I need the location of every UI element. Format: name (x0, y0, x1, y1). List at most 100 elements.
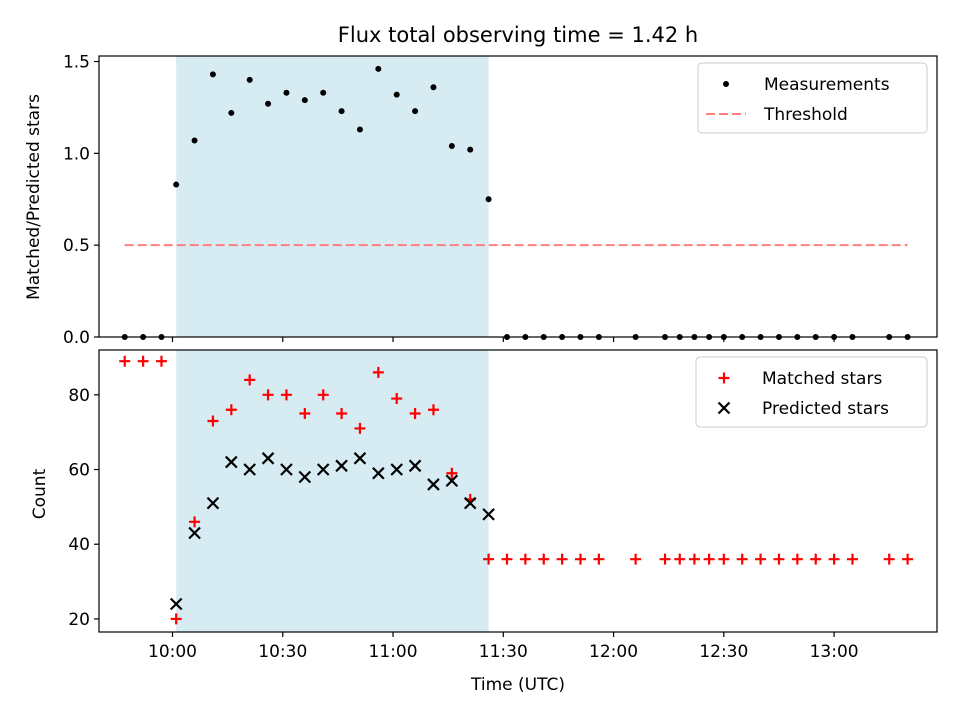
bottom-x-tick-label: 10:30 (258, 642, 307, 662)
top-y-axis-label: Matched/Predicted stars (24, 94, 44, 300)
bottom-series-matched-stars-point (501, 553, 513, 565)
top-legend: Measurements Threshold (697, 62, 928, 134)
bottom-series-matched-stars-point (718, 553, 730, 565)
top-series-measurements-point (301, 97, 308, 104)
bottom-series-matched-stars-point (225, 404, 237, 416)
bottom-series-matched-stars-point (883, 553, 895, 565)
top-y-tick-label: 0.5 (63, 236, 90, 256)
top-legend-label: Measurements (764, 75, 890, 95)
bottom-series-predicted-stars-point (372, 466, 385, 480)
bottom-series-matched-stars-point (688, 553, 700, 565)
top-series-measurements-point (265, 100, 272, 107)
bottom-series-matched-stars-point (427, 404, 439, 416)
bottom-series-matched-stars-point (280, 389, 292, 401)
top-series-measurements-point (375, 65, 382, 72)
bottom-y-tick-label: 40 (68, 535, 90, 555)
bottom-y-tick-label: 20 (68, 610, 90, 630)
bottom-legend-marker (717, 401, 731, 415)
bottom-x-tick-label: 10:00 (148, 642, 197, 662)
bottom-series-matched-stars-point (446, 467, 458, 479)
bottom-series-matched-stars-point (791, 553, 803, 565)
top-legend-marker (723, 81, 729, 87)
top-series-measurements-point (412, 108, 419, 115)
top-legend-box (697, 62, 928, 134)
bottom-series-matched-stars-point (846, 553, 858, 565)
bottom-series-matched-stars-point (207, 415, 219, 427)
top-series-measurements-point (228, 109, 235, 116)
bottom-series-predicted-stars-point (463, 496, 477, 510)
top-y-tick-label: 1.0 (63, 144, 90, 164)
bottom-series-predicted-stars-point (225, 455, 238, 469)
bottom-series-matched-stars-point (299, 407, 311, 419)
top-series-measurements-point (320, 89, 327, 96)
bottom-series-matched-stars-point (519, 553, 531, 565)
bottom-series-matched-stars-point (902, 553, 914, 565)
top-series-measurements-point (356, 126, 363, 133)
bottom-y-tick-label: 60 (68, 461, 90, 481)
bottom-series-matched-stars-point (810, 553, 822, 565)
bottom-series-matched-stars-point (244, 374, 256, 386)
bottom-series-matched-stars-point (336, 407, 348, 419)
bottom-series-matched-stars-point (574, 553, 586, 565)
bottom-legend-label: Predicted stars (762, 399, 889, 419)
bottom-series-matched-stars-point (674, 553, 686, 565)
bottom-series-predicted-stars-point (445, 474, 459, 488)
bottom-series-matched-stars-point (317, 389, 329, 401)
bottom-series-predicted-stars-point (390, 463, 403, 476)
bottom-series-predicted-stars-point (206, 496, 220, 510)
bottom-series-matched-stars-point (262, 389, 274, 401)
top-series-measurements-point (467, 146, 474, 153)
bottom-series-matched-stars-point (630, 553, 642, 565)
bottom-x-tick-label: 12:00 (589, 642, 638, 662)
top-series-measurements-point (430, 84, 437, 91)
bottom-series-matched-stars-point (372, 366, 384, 378)
bottom-x-tick-label: 11:30 (479, 642, 528, 662)
bottom-series-predicted-stars-point (353, 452, 367, 465)
bottom-legend-label: Matched stars (762, 369, 882, 389)
bottom-legend-box (695, 356, 928, 428)
top-series-measurements-point (283, 89, 290, 96)
top-panel: 0.0 0.5 1.0 1.5 Measurements Threshold (63, 53, 938, 348)
bottom-axes-frame (98, 349, 938, 633)
bottom-series-matched-stars-point (736, 553, 748, 565)
bottom-series-matched-stars-point (755, 553, 767, 565)
top-axes-frame (98, 55, 938, 338)
bottom-y-axis-label: Count (30, 468, 50, 519)
bottom-x-tick-label: 11:00 (369, 642, 418, 662)
top-legend-label: Threshold (763, 105, 848, 125)
figure-title: Flux total observing time = 1.42 h (338, 23, 698, 47)
top-series-measurements-point (393, 91, 400, 98)
bottom-panel: 20 40 60 80 10:00 10:30 11:00 11:30 12:00 12:30 13… (68, 349, 938, 662)
bottom-x-tick-label: 13:00 (810, 642, 859, 662)
bottom-series-matched-stars-point (409, 407, 421, 419)
bottom-series-predicted-stars-point (243, 463, 256, 476)
top-y-tick-label: 1.5 (63, 53, 90, 73)
bottom-series-predicted-stars-point (280, 463, 293, 476)
bottom-series-matched-stars-point (391, 393, 403, 405)
bottom-series-predicted-stars-point (298, 470, 312, 484)
top-series-measurements-point (338, 108, 345, 115)
bottom-series-predicted-stars-point (482, 508, 495, 521)
bottom-series-matched-stars-point (354, 422, 366, 434)
bottom-series-predicted-stars-point (188, 526, 201, 540)
bottom-series-predicted-stars-point (335, 459, 348, 473)
bottom-shaded-span (176, 350, 489, 632)
bottom-series-predicted-stars-point (427, 478, 440, 491)
top-series-measurements-point (246, 76, 253, 83)
x-axis-label: Time (UTC) (470, 675, 565, 695)
top-series-measurements-point (191, 137, 198, 144)
top-series-measurements-point (209, 71, 216, 78)
bottom-legend-marker (718, 372, 730, 384)
bottom-series-matched-stars-point (137, 355, 149, 367)
bottom-series-matched-stars-point (483, 553, 495, 565)
bottom-series-matched-stars-point (703, 553, 715, 565)
bottom-series-matched-stars-point (189, 516, 201, 528)
bottom-x-tick-label: 12:30 (699, 642, 748, 662)
bottom-series-matched-stars-point (170, 613, 182, 625)
bottom-y-tick-label: 80 (68, 386, 90, 406)
top-shaded-span (176, 56, 489, 337)
bottom-series-matched-stars-point (659, 553, 671, 565)
bottom-series-matched-stars-point (828, 553, 840, 565)
